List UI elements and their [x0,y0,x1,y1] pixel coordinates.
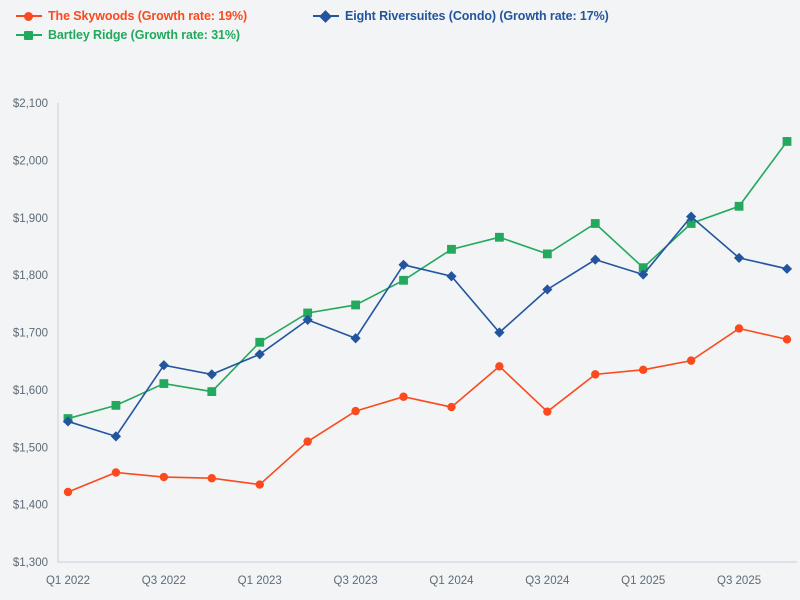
data-point[interactable] [686,356,696,365]
data-point[interactable] [159,472,169,482]
data-point[interactable] [495,232,504,242]
series-the-skywoods [63,324,792,497]
y-tick-label: $2,100 [13,98,48,110]
legend-symbol [319,10,332,23]
y-tick-label: $1,400 [13,500,48,512]
data-point[interactable] [254,349,265,360]
data-point[interactable] [590,254,601,265]
x-tick-label: Q1 2022 [46,575,90,587]
y-tick-label: $1,800 [13,270,48,282]
series-line [67,327,788,493]
x-tick-label: Q1 2024 [429,575,474,587]
data-point[interactable] [495,362,504,371]
legend-symbol [24,12,33,21]
data-point[interactable] [255,480,264,489]
data-point[interactable] [351,300,360,310]
data-point[interactable] [734,201,744,211]
data-point[interactable] [159,379,169,388]
data-point[interactable] [686,219,696,228]
y-tick-label: $2,000 [13,155,48,167]
legend-item-eight-riversuites[interactable]: Eight Riversuites (Condo) (Growth rate: … [313,9,609,23]
x-tick-label: Q3 2024 [525,575,570,587]
data-point[interactable] [494,327,505,338]
legend-item-bartley-ridge[interactable]: Bartley Ridge (Growth rate: 31%) [16,28,240,42]
data-point[interactable] [734,324,744,333]
data-point[interactable] [302,314,313,325]
chart-axes [57,103,797,563]
data-point[interactable] [350,333,361,344]
data-point[interactable] [638,263,648,273]
chart-legend: The Skywoods (Growth rate: 19%) Eight Ri… [0,0,800,52]
series-eight-riversuites-condo [62,211,793,442]
data-point[interactable] [781,263,793,274]
data-point[interactable] [111,468,121,477]
data-point[interactable] [782,335,792,344]
y-tick-label: $1,300 [13,557,48,569]
data-point[interactable] [782,137,792,146]
data-point[interactable] [303,437,312,446]
data-point[interactable] [591,370,600,379]
legend-marker-diamond-icon [313,10,339,23]
x-tick-label: Q1 2025 [621,575,665,587]
legend-label-eight-riversuites: Eight Riversuites (Condo) (Growth rate: … [345,9,609,23]
data-point[interactable] [686,211,697,222]
chart-plot-area: $1,300 $1,400 $1,500 $1,600 $1,700 $1,800 $1,9… [0,52,800,600]
data-point[interactable] [590,219,600,228]
x-tick-label: Q3 2023 [334,575,378,587]
series-line [67,215,788,438]
data-point[interactable] [399,275,408,285]
data-point[interactable] [351,406,360,416]
x-axis-tick-labels: Q1 2022 Q3 2022 Q1 2023 Q3 2023 Q1 2024 Q3 20… [46,575,761,587]
data-point[interactable] [110,431,122,442]
data-point[interactable] [158,360,169,371]
x-tick-label: Q3 2022 [142,575,186,587]
legend-marker-circle-icon [16,10,42,22]
data-point[interactable] [447,244,456,254]
data-point[interactable] [399,392,408,401]
data-point[interactable] [255,337,265,347]
data-point[interactable] [207,387,217,396]
data-point[interactable] [447,402,456,412]
series-line [67,140,788,420]
legend-symbol [24,31,33,40]
series-bartley-ridge [63,137,792,423]
y-tick-label: $1,900 [13,213,48,225]
legend-label-bartley-ridge: Bartley Ridge (Growth rate: 31%) [48,28,240,42]
data-point[interactable] [542,249,552,259]
data-point[interactable] [63,487,73,497]
data-point[interactable] [639,365,648,374]
data-point[interactable] [207,474,216,483]
line-chart: $1,300 $1,400 $1,500 $1,600 $1,700 $1,800 $1,9… [13,98,797,587]
y-tick-label: $1,700 [13,328,48,340]
y-axis-tick-labels: $1,300 $1,400 $1,500 $1,600 $1,700 $1,800 $1,9… [13,98,48,569]
legend-label-the-skywoods: The Skywoods (Growth rate: 19%) [48,9,248,23]
data-point[interactable] [398,259,409,270]
legend-item-the-skywoods[interactable]: The Skywoods (Growth rate: 19%) [16,9,247,23]
x-tick-label: Q3 2025 [717,575,761,587]
data-point[interactable] [206,369,217,380]
data-point[interactable] [543,407,552,416]
data-point[interactable] [111,400,121,410]
y-tick-label: $1,500 [13,442,48,454]
y-tick-label: $1,600 [13,385,48,397]
x-tick-label: Q1 2023 [238,575,282,587]
chart-series-layer [62,137,793,497]
legend-marker-square-icon [16,29,42,41]
data-point[interactable] [303,308,313,318]
